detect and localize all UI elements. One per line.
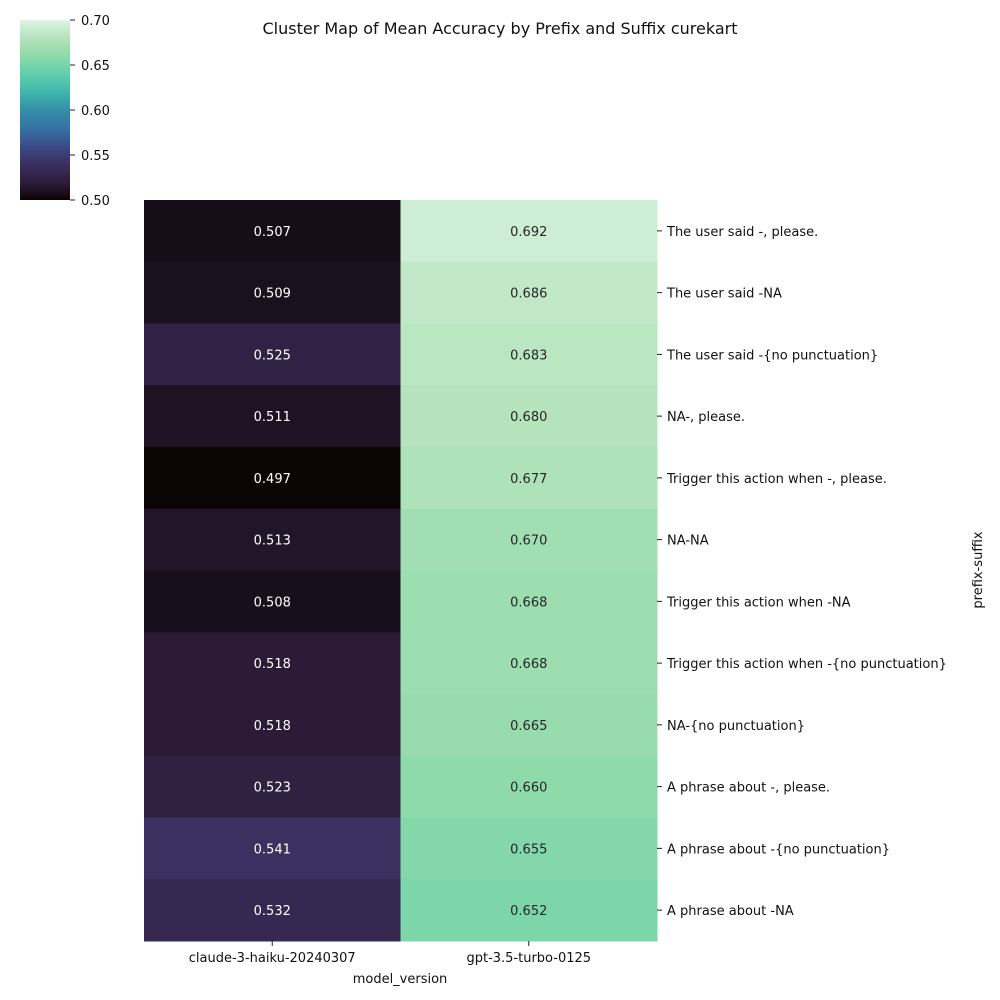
cell-value-label: 0.532 — [254, 904, 291, 919]
heatmap-cell — [400, 447, 658, 510]
cell-value-label: 0.655 — [510, 842, 547, 857]
heatmap-cell — [144, 200, 401, 263]
heatmap-cell — [144, 694, 401, 757]
heatmap-cell — [400, 879, 658, 942]
row-tick-label: A phrase about -, please. — [667, 781, 830, 796]
row-tick-label: A phrase about -NA — [667, 904, 794, 919]
cell-value-label: 0.652 — [510, 904, 547, 919]
heatmap-cells — [144, 200, 658, 942]
row-tick-label: The user said -NA — [666, 287, 782, 302]
cell-value-label: 0.523 — [254, 781, 291, 796]
heatmap-cell — [400, 632, 658, 695]
cell-value-label: 0.680 — [510, 410, 547, 425]
colorbar-gradient — [20, 20, 70, 200]
cell-value-label: 0.507 — [254, 225, 291, 240]
colorbar-tick-label: 0.65 — [81, 59, 110, 74]
cell-value-label: 0.670 — [510, 534, 547, 549]
chart-title: Cluster Map of Mean Accuracy by Prefix a… — [263, 19, 738, 38]
heatmap-cell — [400, 817, 658, 880]
cell-value-label: 0.692 — [510, 225, 547, 240]
heatmap-cell — [144, 817, 401, 880]
heatmap-cell — [144, 508, 401, 571]
cell-value-label: 0.518 — [254, 719, 291, 734]
row-tick-label: NA-NA — [667, 534, 709, 549]
cell-value-label: 0.683 — [510, 348, 547, 363]
heatmap-cell — [400, 570, 658, 633]
cell-value-label: 0.513 — [254, 534, 291, 549]
heatmap-cell — [144, 385, 401, 448]
column-tick-label: claude-3-haiku-20240307 — [189, 951, 356, 966]
y-axis-label: prefix-suffix — [971, 531, 986, 608]
heatmap-cell — [400, 261, 658, 324]
heatmap-cell — [400, 200, 658, 263]
cell-value-label: 0.518 — [254, 657, 291, 672]
cell-value-label: 0.660 — [510, 781, 547, 796]
heatmap-cell — [400, 694, 658, 757]
heatmap-cell — [144, 570, 401, 633]
colorbar-tick-label: 0.55 — [81, 149, 110, 164]
cell-value-label: 0.686 — [510, 287, 547, 302]
x-axis-label: model_version — [353, 972, 448, 987]
heatmap-cell — [144, 447, 401, 510]
heatmap-cell — [400, 385, 658, 448]
colorbar-tick-label: 0.60 — [81, 104, 110, 119]
heatmap-cell — [400, 323, 658, 386]
cell-value-label: 0.665 — [510, 719, 547, 734]
heatmap-cell — [144, 879, 401, 942]
cell-value-label: 0.677 — [510, 472, 547, 487]
column-tick-labels: claude-3-haiku-20240307 gpt-3.5-turbo-012… — [189, 941, 591, 966]
row-tick-label: Trigger this action when -{no punctuatio… — [666, 657, 947, 672]
heatmap-cell — [144, 323, 401, 386]
cell-value-label: 0.668 — [510, 657, 547, 672]
row-tick-labels: The user said -, please. The user said -N… — [657, 225, 947, 919]
cell-value-label: 0.511 — [254, 410, 291, 425]
heatmap-cell — [144, 632, 401, 695]
cell-value-labels: 0.507 0.692 0.509 0.686 0.525 0.683 0.511 0.680… — [254, 225, 548, 919]
column-tick-label: gpt-3.5-turbo-0125 — [466, 951, 591, 966]
row-tick-label: NA-, please. — [667, 410, 745, 425]
heatmap-cell — [144, 261, 401, 324]
heatmap-cell — [400, 755, 658, 818]
heatmap-cell — [400, 508, 658, 571]
colorbar-tick-label: 0.70 — [81, 14, 110, 29]
row-tick-label: Trigger this action when -, please. — [666, 472, 887, 487]
colorbar: 0.50 0.55 0.60 0.65 0.70 — [20, 14, 110, 209]
row-tick-label: A phrase about -{no punctuation} — [667, 842, 890, 857]
cell-value-label: 0.497 — [254, 472, 291, 487]
heatmap-cell — [144, 755, 401, 818]
row-tick-label: NA-{no punctuation} — [667, 719, 805, 734]
row-tick-label: The user said -{no punctuation} — [666, 348, 878, 363]
colorbar-tick-label: 0.50 — [81, 194, 110, 209]
cell-value-label: 0.525 — [254, 348, 291, 363]
row-tick-label: Trigger this action when -NA — [666, 595, 851, 610]
cell-value-label: 0.541 — [254, 842, 291, 857]
cell-value-label: 0.508 — [254, 595, 291, 610]
row-tick-label: The user said -, please. — [666, 225, 818, 240]
cell-value-label: 0.509 — [254, 287, 291, 302]
cell-value-label: 0.668 — [510, 595, 547, 610]
